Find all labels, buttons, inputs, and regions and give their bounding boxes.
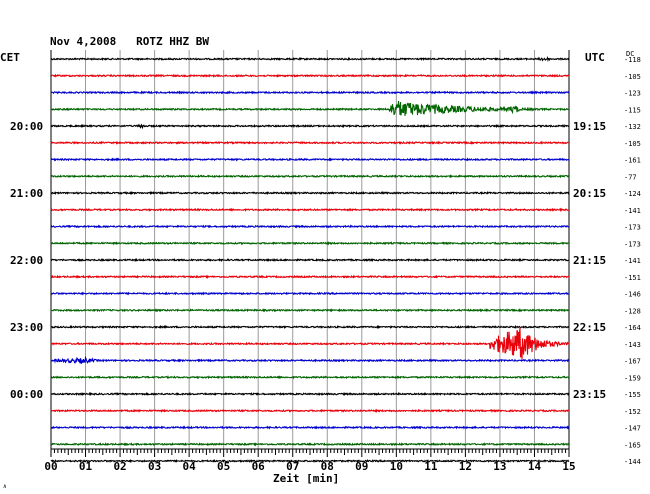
left-hour-label: 22:00 bbox=[10, 254, 43, 267]
x-tick-label: 00 bbox=[44, 460, 57, 473]
seismogram-traces bbox=[50, 56, 570, 464]
x-tick-label: 03 bbox=[148, 460, 161, 473]
trace-line bbox=[50, 308, 570, 313]
x-tick-label: 06 bbox=[252, 460, 266, 473]
left-hour-label: 23:00 bbox=[10, 321, 43, 334]
dc-offset-label: -143 bbox=[624, 341, 641, 349]
dc-offset-label: -173 bbox=[624, 224, 641, 232]
dc-offset-label: -167 bbox=[624, 358, 641, 366]
right-hour-label: 19:15 bbox=[573, 120, 606, 133]
trace-line bbox=[50, 174, 570, 179]
trace-line bbox=[50, 257, 570, 263]
trace-line bbox=[50, 90, 570, 95]
dc-offset-label: -132 bbox=[624, 123, 641, 131]
dc-offset-label: -118 bbox=[624, 56, 641, 64]
trace-line bbox=[50, 458, 570, 464]
dc-offset-label: -161 bbox=[624, 157, 641, 165]
dc-offset-label: -155 bbox=[624, 391, 641, 399]
dc-offset-label: -151 bbox=[624, 274, 641, 282]
dc-offset-label: -152 bbox=[624, 408, 641, 416]
grid bbox=[50, 50, 570, 449]
left-hour-label: 00:00 bbox=[10, 388, 43, 401]
left-timezone-label: CET bbox=[0, 51, 20, 64]
x-tick-label: 07 bbox=[286, 460, 299, 473]
trace-line bbox=[50, 56, 570, 63]
x-tick-label: 13 bbox=[493, 460, 506, 473]
right-hour-label: 20:15 bbox=[573, 187, 606, 200]
trace-line bbox=[50, 190, 570, 196]
right-timezone-label: UTC bbox=[585, 51, 605, 64]
dc-offset-label: -173 bbox=[624, 240, 641, 248]
trace-line bbox=[50, 408, 570, 413]
trace-line bbox=[50, 241, 570, 246]
trace-line bbox=[50, 224, 570, 229]
chart-title: Nov 4,2008 ROTZ HHZ BW bbox=[50, 35, 209, 48]
trace-line bbox=[50, 140, 570, 145]
x-tick-label: 01 bbox=[79, 460, 93, 473]
trace-line bbox=[50, 425, 570, 430]
dc-offset-label: -141 bbox=[624, 207, 641, 215]
trace-line bbox=[50, 101, 570, 117]
dc-offset-label: -147 bbox=[624, 425, 641, 433]
x-tick-label: 12 bbox=[459, 460, 472, 473]
x-tick-label: 14 bbox=[528, 460, 542, 473]
left-hour-label: 21:00 bbox=[10, 187, 43, 200]
trace-line bbox=[50, 324, 570, 330]
dc-offset-label: -128 bbox=[624, 307, 641, 315]
trace-line bbox=[51, 291, 570, 296]
x-tick-label: 05 bbox=[217, 460, 230, 473]
trace-line bbox=[50, 73, 570, 78]
dc-offset-label: -165 bbox=[624, 441, 641, 449]
trace-line bbox=[50, 274, 570, 279]
x-tick-label: 08 bbox=[321, 460, 334, 473]
dc-header: DC bbox=[626, 50, 634, 58]
x-tick-label: 04 bbox=[183, 460, 197, 473]
dc-offset-label: -77 bbox=[624, 173, 637, 181]
trace-line bbox=[50, 157, 570, 162]
x-axis-title: Zeit [min] bbox=[273, 472, 339, 485]
x-tick-label: 11 bbox=[424, 460, 438, 473]
time-axis: -118 -105 -123 -115 -132 -105 -161 -77 -124 -141 -… bbox=[10, 56, 641, 473]
trace-line bbox=[50, 374, 570, 380]
dc-offset-label: -124 bbox=[624, 190, 641, 198]
x-tick-label: 02 bbox=[113, 460, 126, 473]
trace-line bbox=[50, 355, 570, 364]
dc-offset-label: -164 bbox=[624, 324, 641, 332]
corner-mark: ∧ bbox=[3, 483, 7, 490]
trace-line bbox=[50, 123, 570, 130]
right-hour-label: 21:15 bbox=[573, 254, 606, 267]
trace-line bbox=[50, 442, 570, 447]
dc-offset-label: -105 bbox=[624, 73, 641, 81]
trace-line bbox=[50, 391, 570, 397]
x-tick-label: 09 bbox=[355, 460, 368, 473]
trace-line bbox=[50, 327, 570, 360]
dc-offset-label: -123 bbox=[624, 90, 641, 98]
left-hour-label: 20:00 bbox=[10, 120, 43, 133]
x-tick-label: 15 bbox=[562, 460, 575, 473]
trace-line bbox=[50, 207, 570, 213]
right-hour-label: 22:15 bbox=[573, 321, 606, 334]
dc-offset-label: -159 bbox=[624, 374, 641, 382]
right-hour-label: 23:15 bbox=[573, 388, 606, 401]
x-tick-label: 10 bbox=[390, 460, 403, 473]
dc-offset-label: -144 bbox=[624, 458, 641, 466]
dc-offset-label: -115 bbox=[624, 106, 641, 114]
dc-offset-label: -105 bbox=[624, 140, 641, 148]
dc-offset-label: -141 bbox=[624, 257, 641, 265]
dc-offset-label: -146 bbox=[624, 291, 641, 299]
